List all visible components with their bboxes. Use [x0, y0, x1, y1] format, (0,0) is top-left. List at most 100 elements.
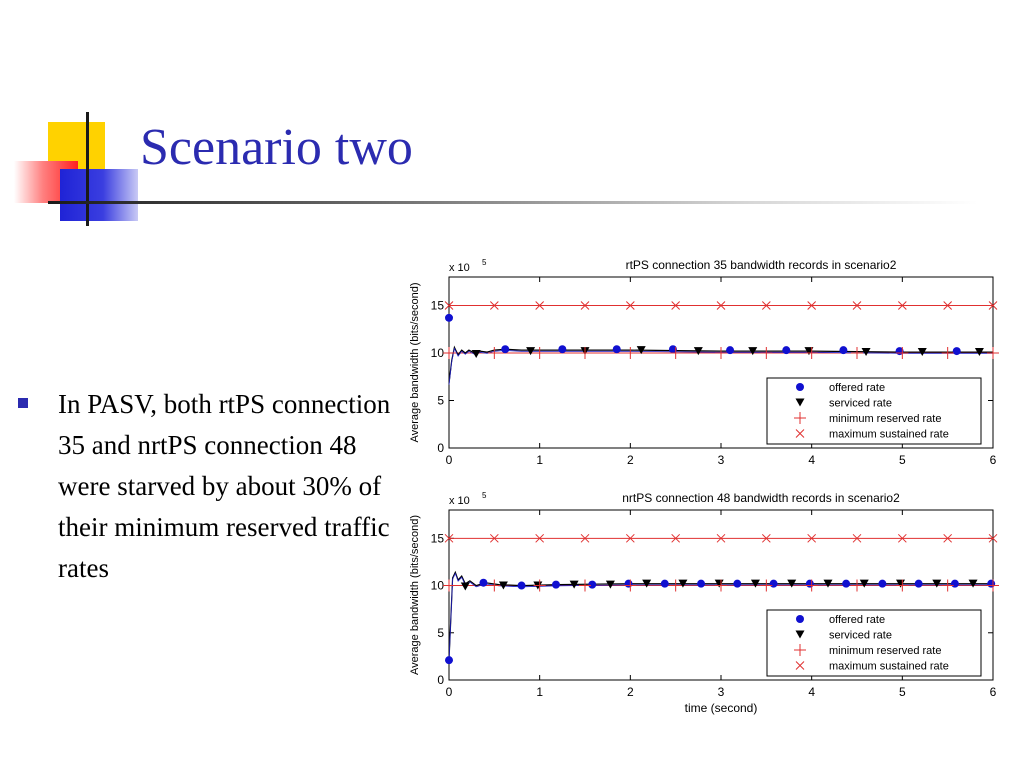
y-tick-label: 0 [437, 673, 444, 687]
data-point [807, 301, 817, 310]
data-point [693, 347, 703, 356]
data-point [950, 579, 959, 588]
legend-marker [795, 429, 805, 438]
x-tick-label: 5 [899, 685, 906, 699]
legend-label: offered rate [829, 382, 885, 394]
data-point [943, 533, 953, 543]
data-point [987, 347, 999, 359]
data-point [805, 579, 818, 592]
data-point [782, 346, 791, 355]
data-point [471, 349, 481, 358]
data-point [445, 313, 453, 322]
legend-marker [795, 630, 805, 639]
legend-marker [796, 615, 804, 623]
x-tick-label: 1 [536, 453, 543, 467]
x-tick-label: 2 [627, 685, 634, 699]
y-exponent-label: x 10 [449, 262, 470, 274]
data-point [917, 348, 927, 357]
data-point [588, 580, 597, 589]
data-point [624, 579, 633, 588]
data-point [460, 582, 470, 591]
data-point [839, 346, 848, 355]
data-point [501, 345, 510, 354]
data-point [612, 345, 621, 354]
data-point [852, 301, 862, 310]
data-point [671, 301, 681, 310]
chart-title: nrtPS connection 48 bandwidth records in… [622, 491, 900, 505]
y-exponent-power: 5 [482, 491, 487, 500]
x-tick-label: 6 [990, 453, 997, 467]
series-serviced-rate [460, 579, 978, 591]
data-point [624, 347, 637, 359]
data-point [987, 579, 999, 592]
data-point [733, 579, 742, 588]
series-minimum-reserved-rate [443, 347, 999, 359]
data-point [535, 533, 545, 543]
legend-marker [795, 661, 805, 670]
data-point [897, 533, 907, 543]
data-point [551, 580, 560, 589]
data-point [787, 579, 797, 588]
legend-label: minimum reserved rate [829, 645, 941, 657]
legend-marker [794, 412, 806, 424]
data-point [851, 579, 863, 592]
y-exponent-power: 5 [482, 258, 487, 267]
data-point [941, 347, 954, 359]
data-point [489, 301, 499, 310]
decor-blue-square [60, 169, 138, 221]
data-point [579, 347, 591, 359]
data-point [533, 347, 546, 359]
data-point [642, 579, 652, 588]
data-point [580, 301, 590, 310]
x-tick-label: 1 [536, 685, 543, 699]
data-point [842, 579, 851, 588]
y-tick-label: 5 [437, 394, 444, 408]
bullet-text: In PASV, both rtPS connection 35 and nrt… [58, 389, 391, 583]
data-point [558, 345, 567, 354]
data-point [726, 346, 735, 355]
data-point [988, 301, 998, 310]
data-point [498, 581, 508, 590]
data-point [443, 579, 455, 592]
y-tick-label: 15 [431, 531, 445, 545]
data-point [669, 579, 682, 592]
legend-marker [796, 383, 804, 391]
data-point [761, 301, 771, 310]
data-point [805, 347, 818, 359]
data-point [861, 348, 871, 357]
bullet-square-icon [18, 398, 28, 408]
data-point [769, 579, 778, 588]
data-point [974, 348, 984, 357]
data-point [526, 347, 536, 356]
data-point [517, 581, 526, 590]
data-point [579, 579, 591, 592]
data-point [444, 533, 454, 543]
data-point [896, 579, 909, 592]
legend-label: offered rate [829, 614, 885, 626]
data-point [807, 533, 817, 543]
data-point [605, 580, 615, 589]
data-point [625, 533, 635, 543]
data-point [488, 347, 501, 359]
data-point [914, 579, 923, 588]
series-minimum-reserved-rate [443, 579, 999, 592]
data-point [805, 579, 814, 588]
data-point [952, 347, 961, 356]
x-tick-label: 6 [990, 685, 997, 699]
data-point [941, 579, 954, 592]
data-point [761, 533, 771, 543]
y-tick-label: 0 [437, 441, 444, 455]
legend-label: minimum reserved rate [829, 413, 941, 425]
x-tick-label: 2 [627, 453, 634, 467]
data-point [669, 347, 682, 359]
x-tick-label: 5 [899, 453, 906, 467]
data-point [535, 301, 545, 310]
data-point [678, 579, 688, 588]
legend-marker [795, 398, 805, 407]
data-point [569, 580, 579, 589]
x-axis-label: time (second) [685, 701, 758, 715]
x-tick-label: 3 [718, 685, 725, 699]
series-maximum-sustained-rate [444, 533, 998, 543]
